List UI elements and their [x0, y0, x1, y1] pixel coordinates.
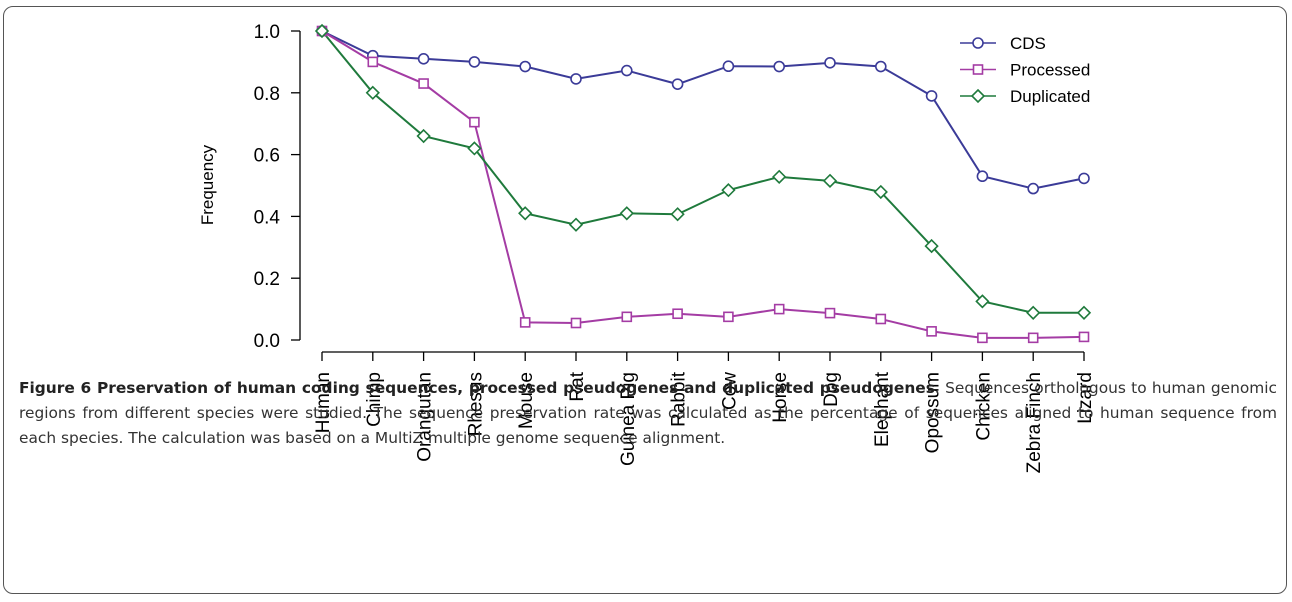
marker [975, 294, 990, 309]
x-tick-label: Chicken [973, 372, 994, 441]
marker [568, 217, 584, 232]
marker [824, 307, 836, 319]
marker [570, 317, 582, 329]
legend-label: CDS [1010, 34, 1046, 53]
marker [970, 88, 986, 104]
marker [620, 64, 633, 77]
series-line [321, 30, 1084, 314]
x-tick-label: Zebra Finch [1024, 372, 1045, 473]
x-tick-label: Human [313, 372, 334, 433]
marker [672, 308, 683, 320]
marker [518, 206, 533, 221]
y-tick-label: 0.8 [254, 84, 280, 105]
legend-label: Processed [1010, 61, 1090, 80]
caption: Figure 6 Preservation of human coding se… [19, 376, 1277, 451]
y-tick-label: 1.0 [254, 22, 280, 43]
x-tick-label: Orangutan [415, 372, 436, 462]
marker [873, 184, 888, 200]
y-tick-label: 0.4 [254, 207, 281, 228]
marker [721, 183, 736, 198]
marker [670, 207, 685, 222]
caption-title: Figure 6 Preservation of human coding se… [19, 379, 935, 397]
marker [926, 326, 937, 337]
x-tick-label: Dog [821, 372, 842, 407]
marker [972, 37, 984, 49]
legend-label: Duplicated [1010, 87, 1090, 106]
marker [1078, 172, 1090, 185]
x-tick-label: Chimp [364, 372, 385, 427]
marker [822, 173, 838, 188]
series-line [321, 30, 1085, 190]
x-tick-label: Guinea Pig [618, 372, 639, 466]
x-tick-label: Rat [567, 371, 588, 401]
marker [417, 53, 430, 65]
x-tick-label: Lizard [1075, 372, 1096, 424]
marker [773, 303, 785, 315]
x-tick-label: Rabbit [669, 371, 690, 427]
marker [1027, 182, 1039, 195]
marker [875, 313, 887, 325]
y-axis-label: Frequency [198, 144, 217, 225]
marker [1076, 305, 1092, 320]
marker [469, 116, 480, 128]
caption-text: . Sequences orthologous to human genomic… [19, 379, 1277, 447]
marker [976, 170, 989, 183]
marker [367, 56, 379, 68]
marker [468, 56, 481, 68]
figure-frame [3, 6, 1287, 594]
marker [416, 128, 431, 144]
marker [519, 317, 531, 328]
marker [1078, 331, 1090, 343]
marker [924, 238, 939, 254]
x-tick-label: Mouse [516, 372, 537, 429]
marker [1026, 305, 1041, 320]
x-tick-label: Rhesus [465, 372, 486, 436]
marker [773, 60, 786, 73]
marker [314, 23, 330, 39]
y-tick-label: 0.6 [254, 146, 280, 167]
marker [467, 141, 482, 156]
marker [723, 311, 734, 323]
marker [925, 90, 938, 102]
x-tick-label: Opossum [923, 372, 944, 453]
marker [671, 78, 684, 90]
marker [874, 60, 887, 73]
marker [365, 85, 380, 100]
marker [824, 57, 836, 69]
x-tick-label: Horse [770, 372, 791, 423]
series-line [321, 30, 1085, 339]
marker [619, 206, 634, 221]
x-tick-label: Elephant [872, 371, 893, 447]
marker [977, 332, 988, 344]
x-tick-label: Cow [719, 372, 740, 410]
marker [722, 60, 735, 73]
marker [570, 73, 582, 85]
marker [418, 78, 429, 89]
marker [772, 169, 787, 184]
marker [519, 60, 532, 73]
y-tick-label: 0.2 [254, 269, 280, 290]
marker [1027, 332, 1039, 344]
marker [972, 64, 984, 75]
marker [621, 311, 633, 323]
y-tick-label: 0.0 [254, 331, 280, 352]
